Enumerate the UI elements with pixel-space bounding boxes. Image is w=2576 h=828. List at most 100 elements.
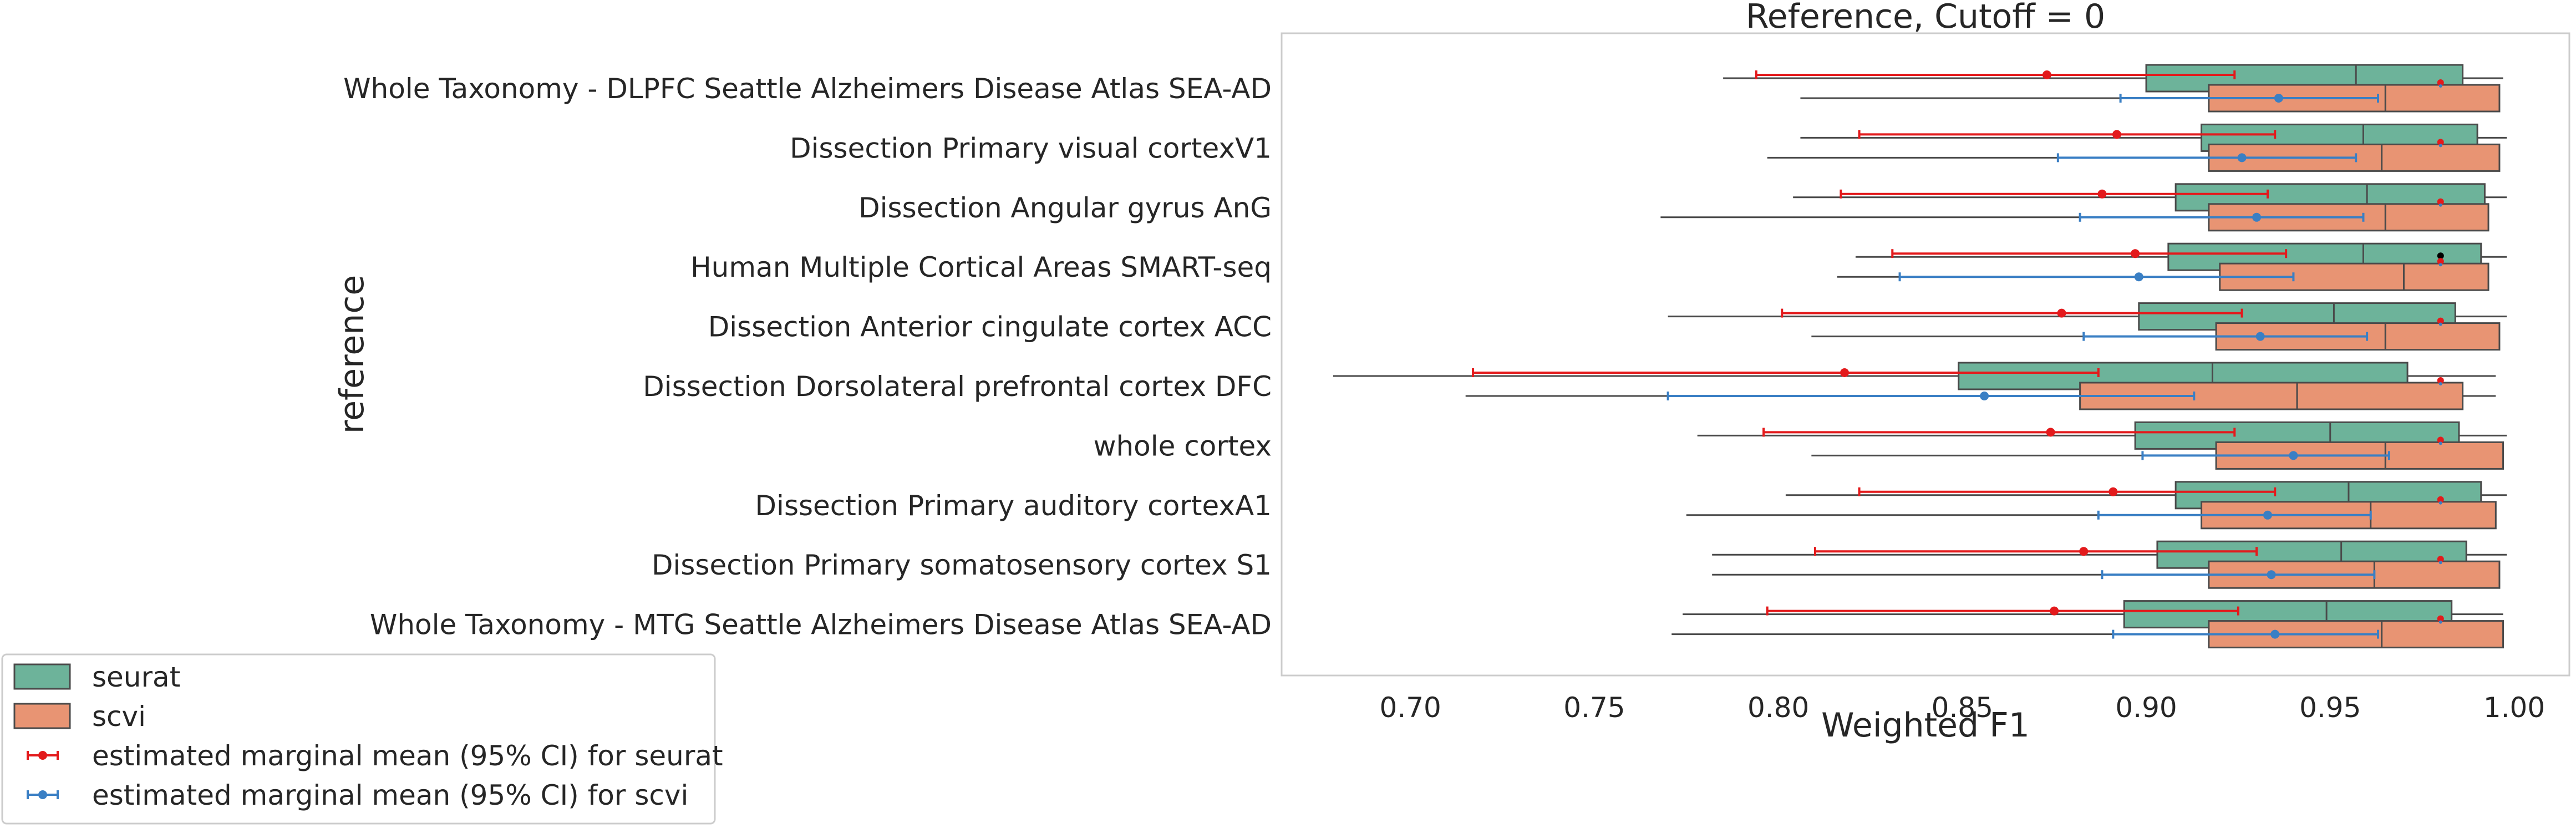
box-scvi (1712, 560, 2501, 589)
x-axis-ticks: 0.70 0.75 0.80 0.85 0.90 0.95 1.00 (1380, 692, 2545, 724)
emm-point (2255, 332, 2265, 341)
emm-seurat (1891, 249, 2288, 258)
seurat-mean-marker (2437, 377, 2444, 384)
emm-scvi (1898, 272, 2295, 282)
emm-scvi (2141, 451, 2390, 460)
estimated-marginal-means (1471, 70, 2390, 639)
emm-seurat (1840, 189, 2269, 199)
x-axis-label: Weighted F1 (1821, 706, 2030, 745)
seurat-mean-marker (2437, 79, 2444, 86)
y-category-label: whole cortex (1094, 430, 1272, 462)
legend-swatch-seurat (13, 663, 71, 690)
seurat-mean-marker (2437, 317, 2444, 324)
y-category-label: Dissection Angular gyrus AnG (858, 192, 1272, 224)
emm-scvi (2119, 94, 2380, 103)
emm-point (2252, 212, 2262, 222)
seurat-mean-marker (2437, 258, 2444, 265)
legend-frame (1, 653, 716, 825)
emm-point (2131, 249, 2140, 258)
emm-scvi (2101, 570, 2376, 580)
emm-scvi (2082, 332, 2369, 341)
emm-point (2046, 428, 2055, 437)
x-tick-label: 0.70 (1380, 692, 1441, 724)
legend-label: seurat (92, 661, 180, 693)
scvi-mean-marker (2438, 620, 2442, 624)
emm-scvi (2097, 510, 2372, 520)
legend-swatch-scvi (13, 703, 71, 729)
emm-scvi (2112, 629, 2380, 639)
seurat-mean-marker (2437, 139, 2444, 146)
scvi-mean-marker (2438, 322, 2442, 326)
emm-scvi (2056, 153, 2357, 162)
x-tick-label: 0.90 (2115, 692, 2177, 724)
emm-point (2263, 510, 2272, 520)
emm-seurat (1858, 487, 2277, 496)
scvi-mean-marker (2438, 263, 2442, 267)
y-category-label: Dissection Dorsolateral prefrontal corte… (643, 370, 1272, 403)
y-axis-category-labels: Whole Taxonomy - DLPFC Seattle Alzheimer… (343, 73, 1272, 641)
scvi-mean-marker (2438, 501, 2442, 505)
x-tick-label: 0.80 (1747, 692, 1809, 724)
emm-seurat (1471, 368, 2100, 377)
box-plots (1333, 64, 2507, 649)
legend-errorbar-point (38, 790, 47, 799)
emm-scvi (2079, 212, 2365, 222)
x-tick-label: 1.00 (2483, 692, 2545, 724)
y-axis-label: reference (333, 275, 372, 434)
box-scvi (1686, 501, 2497, 530)
scvi-mean-marker (2438, 84, 2442, 88)
x-tick-label: 0.95 (2299, 692, 2361, 724)
emm-point (1980, 392, 1989, 400)
y-category-label: Dissection Anterior cingulate cortex ACC (708, 311, 1272, 343)
outlier-point (2437, 252, 2444, 260)
emm-point (2108, 487, 2118, 496)
seurat-mean-marker (2437, 436, 2444, 444)
scvi-mean-marker (2438, 561, 2442, 565)
x-tick-label: 0.85 (1932, 692, 1993, 724)
y-category-label: Dissection Primary visual cortexV1 (790, 132, 1272, 164)
emm-seurat (1813, 547, 2258, 556)
y-category-label: Whole Taxonomy - DLPFC Seattle Alzheimer… (343, 73, 1272, 105)
chart-title: Reference, Cutoff = 0 (1746, 0, 2105, 36)
emm-point (2050, 606, 2059, 616)
emm-seurat (1858, 130, 2277, 139)
seurat-mean-marker (2437, 556, 2444, 563)
legend-label: scvi (92, 700, 146, 733)
emm-point (1840, 368, 1850, 377)
x-tick-label: 0.75 (1563, 692, 1625, 724)
y-category-label: Dissection Primary auditory cortexA1 (755, 490, 1272, 522)
legend-label: estimated marginal mean (95% CI) for seu… (92, 740, 723, 772)
scvi-mean-marker (2438, 441, 2442, 445)
legend: seurat scvi estimated marginal mean (95% C… (1, 653, 723, 825)
emm-seurat (1781, 308, 2243, 318)
emm-seurat (1762, 428, 2236, 437)
emm-point (2267, 570, 2276, 580)
emm-point (2079, 547, 2089, 556)
y-category-label: Whole Taxonomy - MTG Seattle Alzheimers … (370, 609, 1272, 641)
plot-area-frame (1281, 32, 2570, 677)
emm-point (2134, 272, 2143, 282)
emm-point (2042, 70, 2051, 79)
seurat-mean-marker (2437, 615, 2444, 622)
emm-point (2274, 94, 2283, 103)
emm-seurat (1755, 70, 2236, 79)
scvi-mean-marker (2438, 382, 2442, 385)
emm-seurat (1766, 606, 2239, 616)
seurat-mean-marker (2437, 496, 2444, 503)
scvi-mean-marker (2438, 203, 2442, 207)
seurat-mean-marker (2437, 198, 2444, 205)
emm-point (2057, 308, 2066, 318)
emm-point (2289, 451, 2298, 460)
y-category-label: Dissection Primary somatosensory cortex … (652, 549, 1272, 581)
emm-point (2097, 189, 2107, 199)
legend-errorbar-point (38, 751, 47, 760)
legend-label: estimated marginal mean (95% CI) for scv… (92, 779, 688, 811)
scvi-mean-marker (2438, 144, 2442, 148)
emm-point (2237, 153, 2247, 162)
emm-point (2112, 130, 2121, 139)
y-category-label: Human Multiple Cortical Areas SMART-seq (690, 251, 1272, 283)
emm-scvi (1666, 392, 2196, 400)
emm-point (2270, 629, 2280, 639)
